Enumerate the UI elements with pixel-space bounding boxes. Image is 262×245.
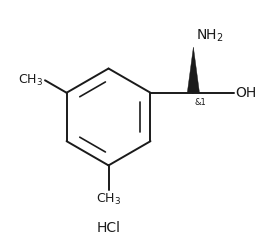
Text: HCl: HCl (96, 221, 121, 235)
Text: CH$_3$: CH$_3$ (96, 192, 121, 207)
Text: &1: &1 (195, 98, 206, 107)
Polygon shape (187, 47, 199, 93)
Text: CH$_3$: CH$_3$ (19, 73, 43, 88)
Text: NH$_2$: NH$_2$ (196, 28, 223, 44)
Text: OH: OH (235, 86, 256, 100)
